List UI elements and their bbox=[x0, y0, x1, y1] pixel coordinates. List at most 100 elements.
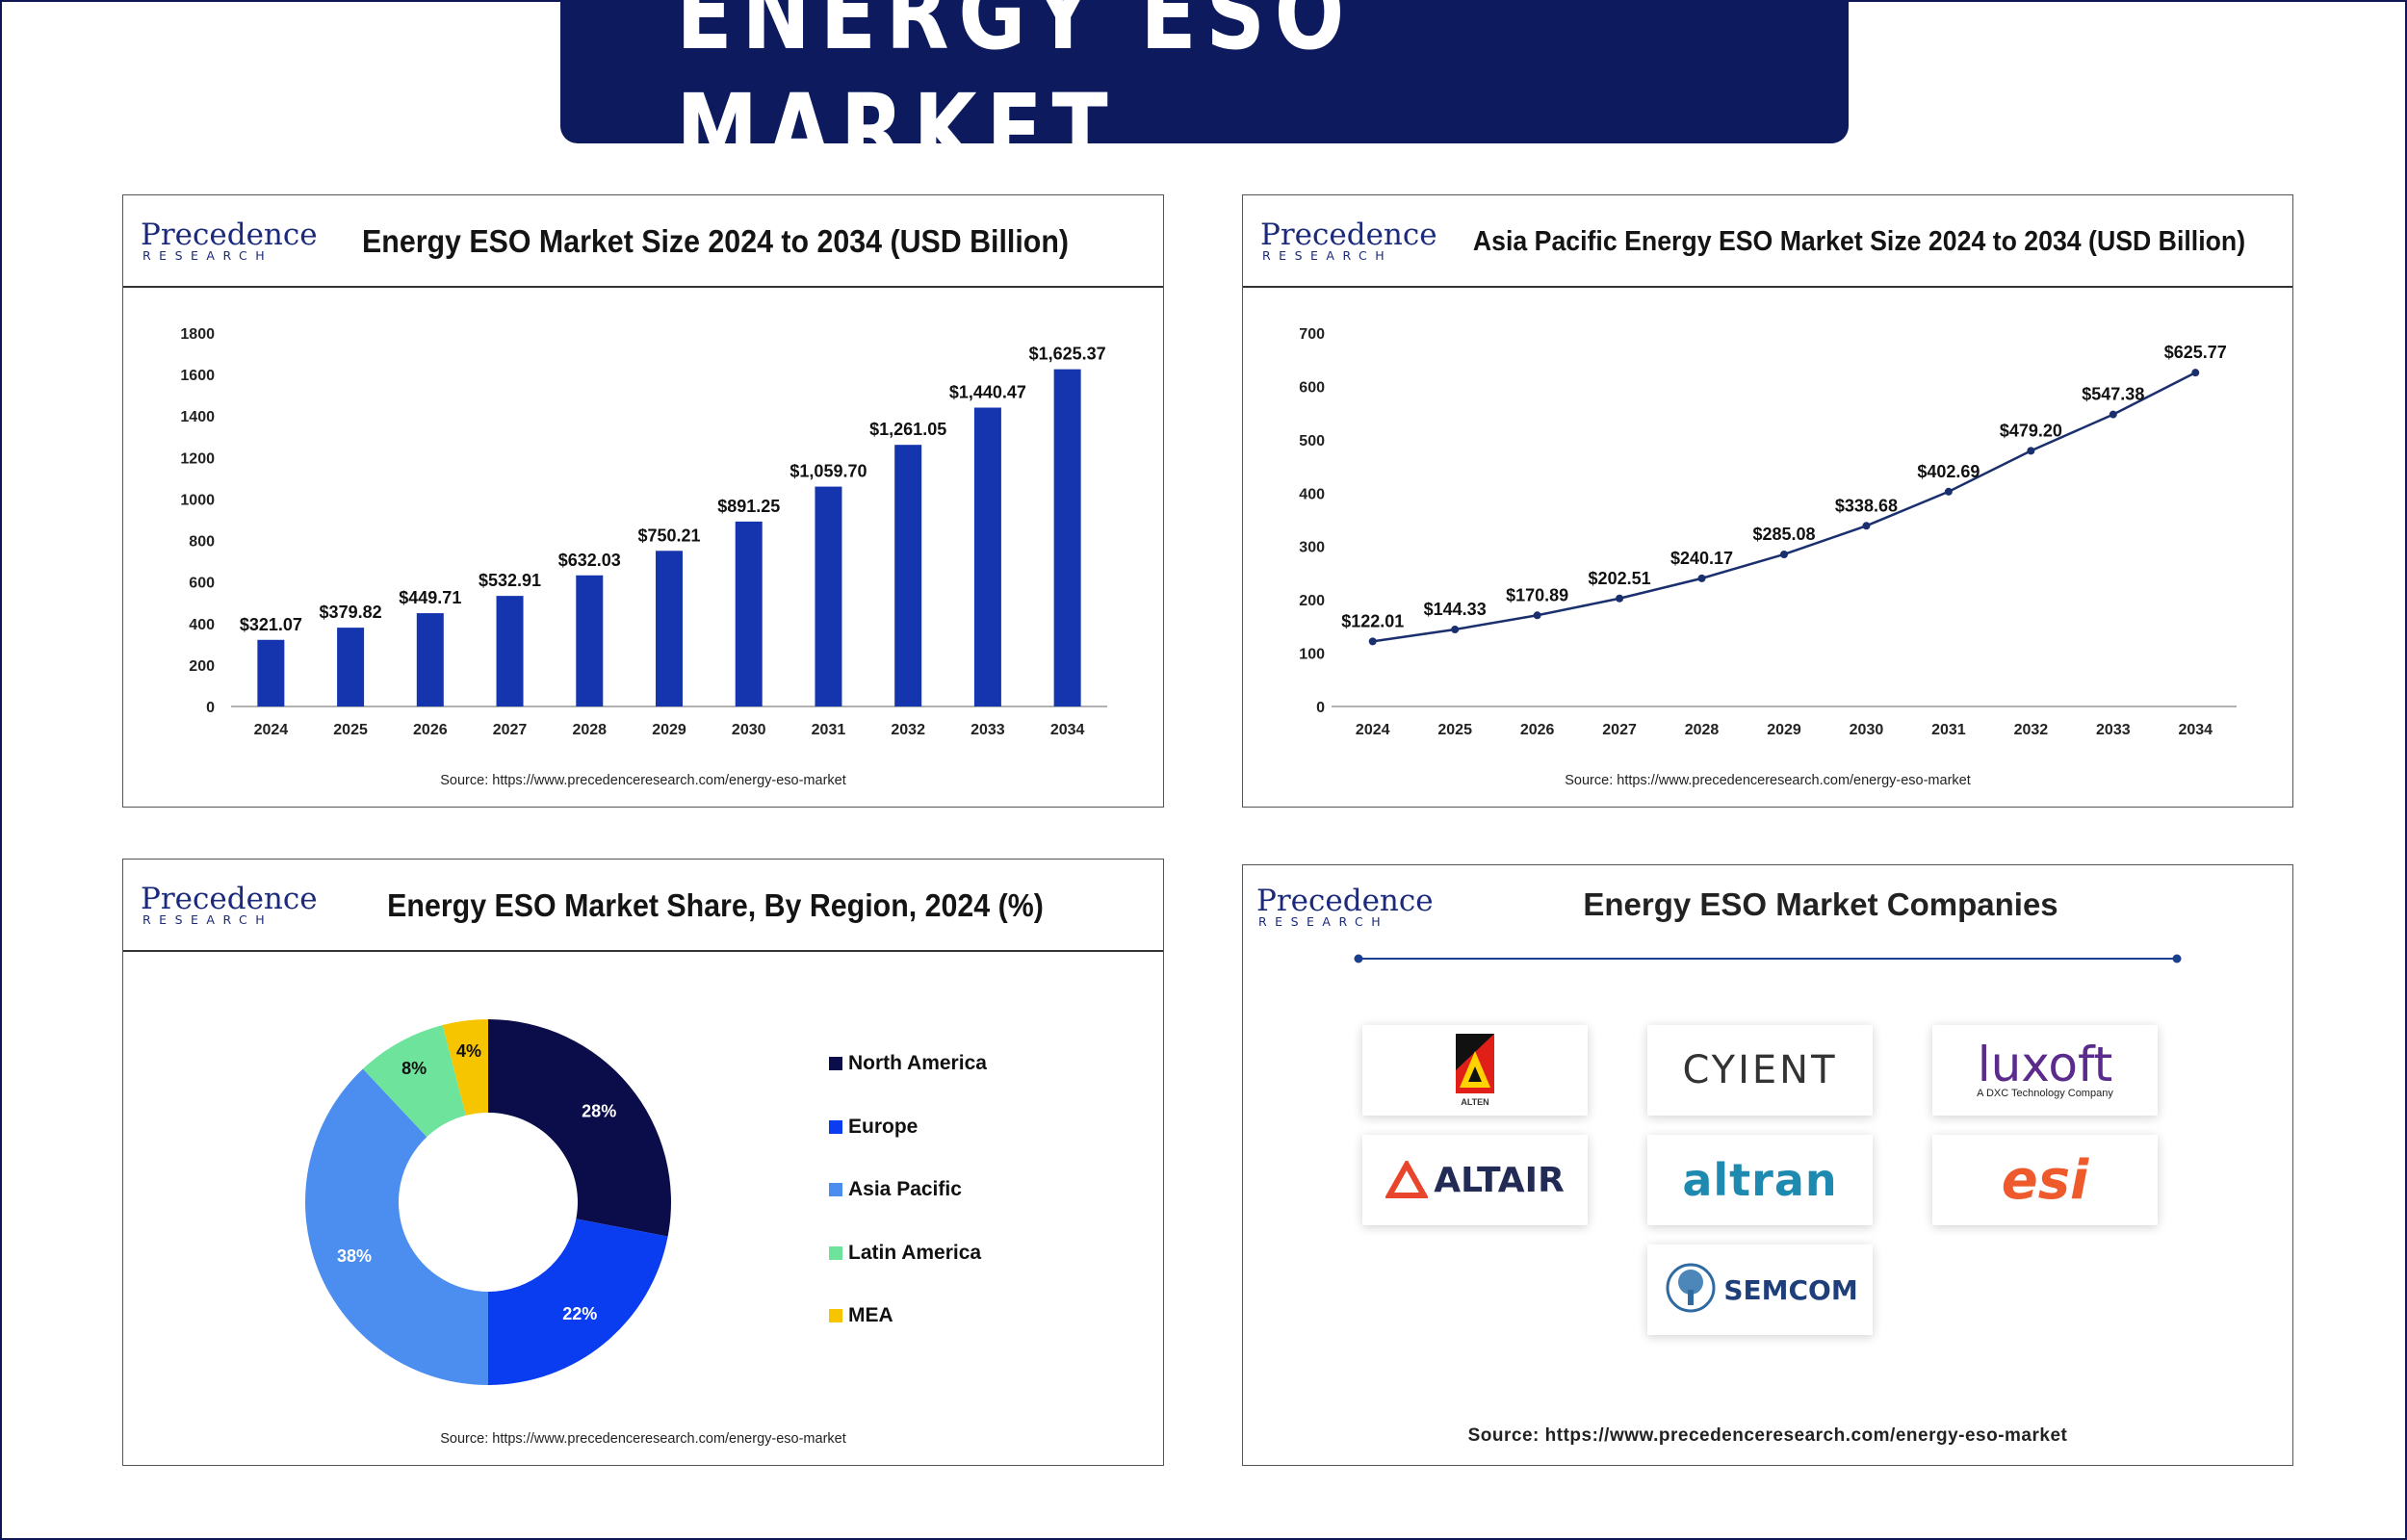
data-label: $338.68 bbox=[1835, 496, 1898, 515]
panel-header: Precedence RESEARCH Energy ESO Market Sh… bbox=[123, 860, 1163, 952]
company-card-altair: ALTAIR bbox=[1362, 1135, 1588, 1225]
semcom-logo: SEMCOM bbox=[1723, 1273, 1858, 1306]
slice-label: 38% bbox=[337, 1246, 372, 1266]
slice-label: 4% bbox=[456, 1041, 481, 1061]
data-point bbox=[2027, 447, 2035, 455]
y-tick-label: 0 bbox=[1316, 700, 1325, 716]
y-tick-label: 400 bbox=[1299, 486, 1325, 502]
bar bbox=[735, 521, 763, 706]
x-tick-label: 2028 bbox=[572, 722, 607, 738]
cyient-logo: CYIENT bbox=[1682, 1048, 1838, 1092]
y-tick-label: 800 bbox=[189, 534, 215, 551]
panel-title: Energy ESO Market Share, By Region, 2024… bbox=[387, 887, 1044, 923]
data-point bbox=[1368, 637, 1377, 646]
x-tick-label: 2025 bbox=[333, 722, 368, 738]
data-label: $144.33 bbox=[1424, 600, 1487, 619]
y-tick-label: 100 bbox=[1299, 647, 1325, 663]
luxoft-logo: luxoft bbox=[1977, 1037, 2113, 1092]
company-card-semcom: SEMCOM bbox=[1647, 1245, 1873, 1335]
data-label: $285.08 bbox=[1752, 525, 1815, 544]
company-card-cyient: CYIENT bbox=[1647, 1025, 1873, 1116]
y-tick-label: 500 bbox=[1299, 433, 1325, 449]
slice-label: 22% bbox=[562, 1304, 597, 1323]
logo-subtitle: RESEARCH bbox=[142, 912, 273, 927]
x-tick-label: 2026 bbox=[1520, 722, 1555, 738]
bar bbox=[973, 407, 1001, 706]
alten-logo: ALTEN bbox=[1456, 1034, 1494, 1107]
data-label: $202.51 bbox=[1589, 569, 1651, 588]
legend-swatch bbox=[829, 1183, 842, 1196]
bar bbox=[337, 628, 365, 706]
data-label: $122.01 bbox=[1341, 611, 1404, 630]
data-label: $170.89 bbox=[1506, 585, 1568, 604]
bar bbox=[496, 596, 524, 706]
bar bbox=[416, 613, 444, 706]
x-tick-label: 2027 bbox=[1602, 722, 1637, 738]
y-tick-label: 200 bbox=[1299, 593, 1325, 609]
legend-label: North America bbox=[848, 1052, 987, 1074]
company-card-luxoft: luxoft A DXC Technology Company bbox=[1932, 1025, 2158, 1116]
company-card-esi: esi bbox=[1932, 1135, 2158, 1225]
chart-legend: North America Europe Asia Pacific Latin Ame… bbox=[829, 1052, 1118, 1341]
legend-label: MEA bbox=[848, 1304, 893, 1326]
luxoft-tagline: A DXC Technology Company bbox=[1977, 1088, 2113, 1099]
legend-swatch bbox=[829, 1057, 842, 1070]
data-point bbox=[1944, 487, 1953, 496]
logo-wordmark: Precedence bbox=[141, 218, 318, 252]
panel-header: Precedence RESEARCH Asia Pacific Energy … bbox=[1243, 195, 2292, 288]
data-label: $632.03 bbox=[558, 551, 621, 570]
data-label: $1,440.47 bbox=[949, 382, 1026, 401]
semcom-tree-icon bbox=[1666, 1263, 1716, 1313]
legend-item: MEA bbox=[829, 1304, 893, 1327]
source-note: Source: https://www.precedenceresearch.c… bbox=[1565, 773, 1971, 788]
donut-slice bbox=[488, 1219, 668, 1385]
x-tick-label: 2030 bbox=[1850, 722, 1884, 738]
x-tick-label: 2029 bbox=[652, 722, 686, 738]
data-label: $1,625.37 bbox=[1029, 345, 1106, 364]
bar-chart: 0 200 400 600 800 1000 1200 1400 1600 1800 $321.07… bbox=[180, 326, 1107, 738]
logo-subtitle: RESEARCH bbox=[1258, 914, 1389, 929]
data-label: $547.38 bbox=[2082, 385, 2144, 404]
data-label: $1,059.70 bbox=[789, 462, 867, 481]
legend-item: North America bbox=[829, 1052, 987, 1075]
x-tick-label: 2034 bbox=[2178, 722, 2213, 738]
precedence-logo: Precedence RESEARCH bbox=[141, 218, 318, 269]
x-tick-label: 2026 bbox=[413, 722, 448, 738]
data-point bbox=[1616, 594, 1624, 603]
panel-header: Precedence RESEARCH Energy ESO Market Si… bbox=[123, 195, 1163, 288]
precedence-logo: Precedence RESEARCH bbox=[141, 885, 318, 933]
donut-slice bbox=[305, 1068, 488, 1385]
slice-label: 8% bbox=[401, 1059, 427, 1078]
logo-wordmark: Precedence bbox=[1256, 884, 1434, 918]
bar bbox=[815, 486, 842, 706]
alten-name: ALTEN bbox=[1461, 1097, 1488, 1107]
x-tick-label: 2025 bbox=[1437, 722, 1472, 738]
source-note: Source: https://www.precedenceresearch.c… bbox=[1467, 1425, 2068, 1446]
data-point bbox=[1451, 625, 1460, 633]
data-label: $750.21 bbox=[637, 526, 700, 545]
data-label: $449.71 bbox=[399, 588, 461, 607]
donut-slice bbox=[488, 1019, 671, 1237]
altair-logo: ALTAIR bbox=[1434, 1160, 1565, 1200]
legend-swatch bbox=[829, 1245, 842, 1260]
y-tick-label: 1400 bbox=[180, 409, 215, 425]
legend-swatch bbox=[829, 1119, 842, 1134]
company-card-alten: ALTEN bbox=[1362, 1025, 1588, 1116]
data-point bbox=[2109, 410, 2117, 419]
company-card-altran: altran bbox=[1647, 1135, 1873, 1225]
x-tick-label: 2032 bbox=[891, 722, 925, 738]
x-tick-label: 2024 bbox=[1356, 722, 1390, 738]
x-tick-label: 2034 bbox=[1050, 722, 1085, 738]
bar bbox=[656, 551, 683, 706]
data-label: $1,261.05 bbox=[869, 420, 946, 439]
data-label: $379.82 bbox=[320, 603, 382, 622]
data-label: $479.20 bbox=[2000, 421, 2062, 440]
donut-slice bbox=[362, 1024, 466, 1138]
y-tick-label: 300 bbox=[1299, 540, 1325, 556]
data-point bbox=[2191, 369, 2200, 377]
data-point bbox=[1697, 574, 1706, 582]
precedence-logo: Precedence RESEARCH bbox=[1256, 884, 1434, 935]
y-tick-label: 0 bbox=[206, 700, 215, 716]
x-tick-label: 2031 bbox=[812, 722, 846, 738]
companies-panel: Precedence RESEARCH Energy ESO Market Co… bbox=[1242, 864, 2293, 1466]
